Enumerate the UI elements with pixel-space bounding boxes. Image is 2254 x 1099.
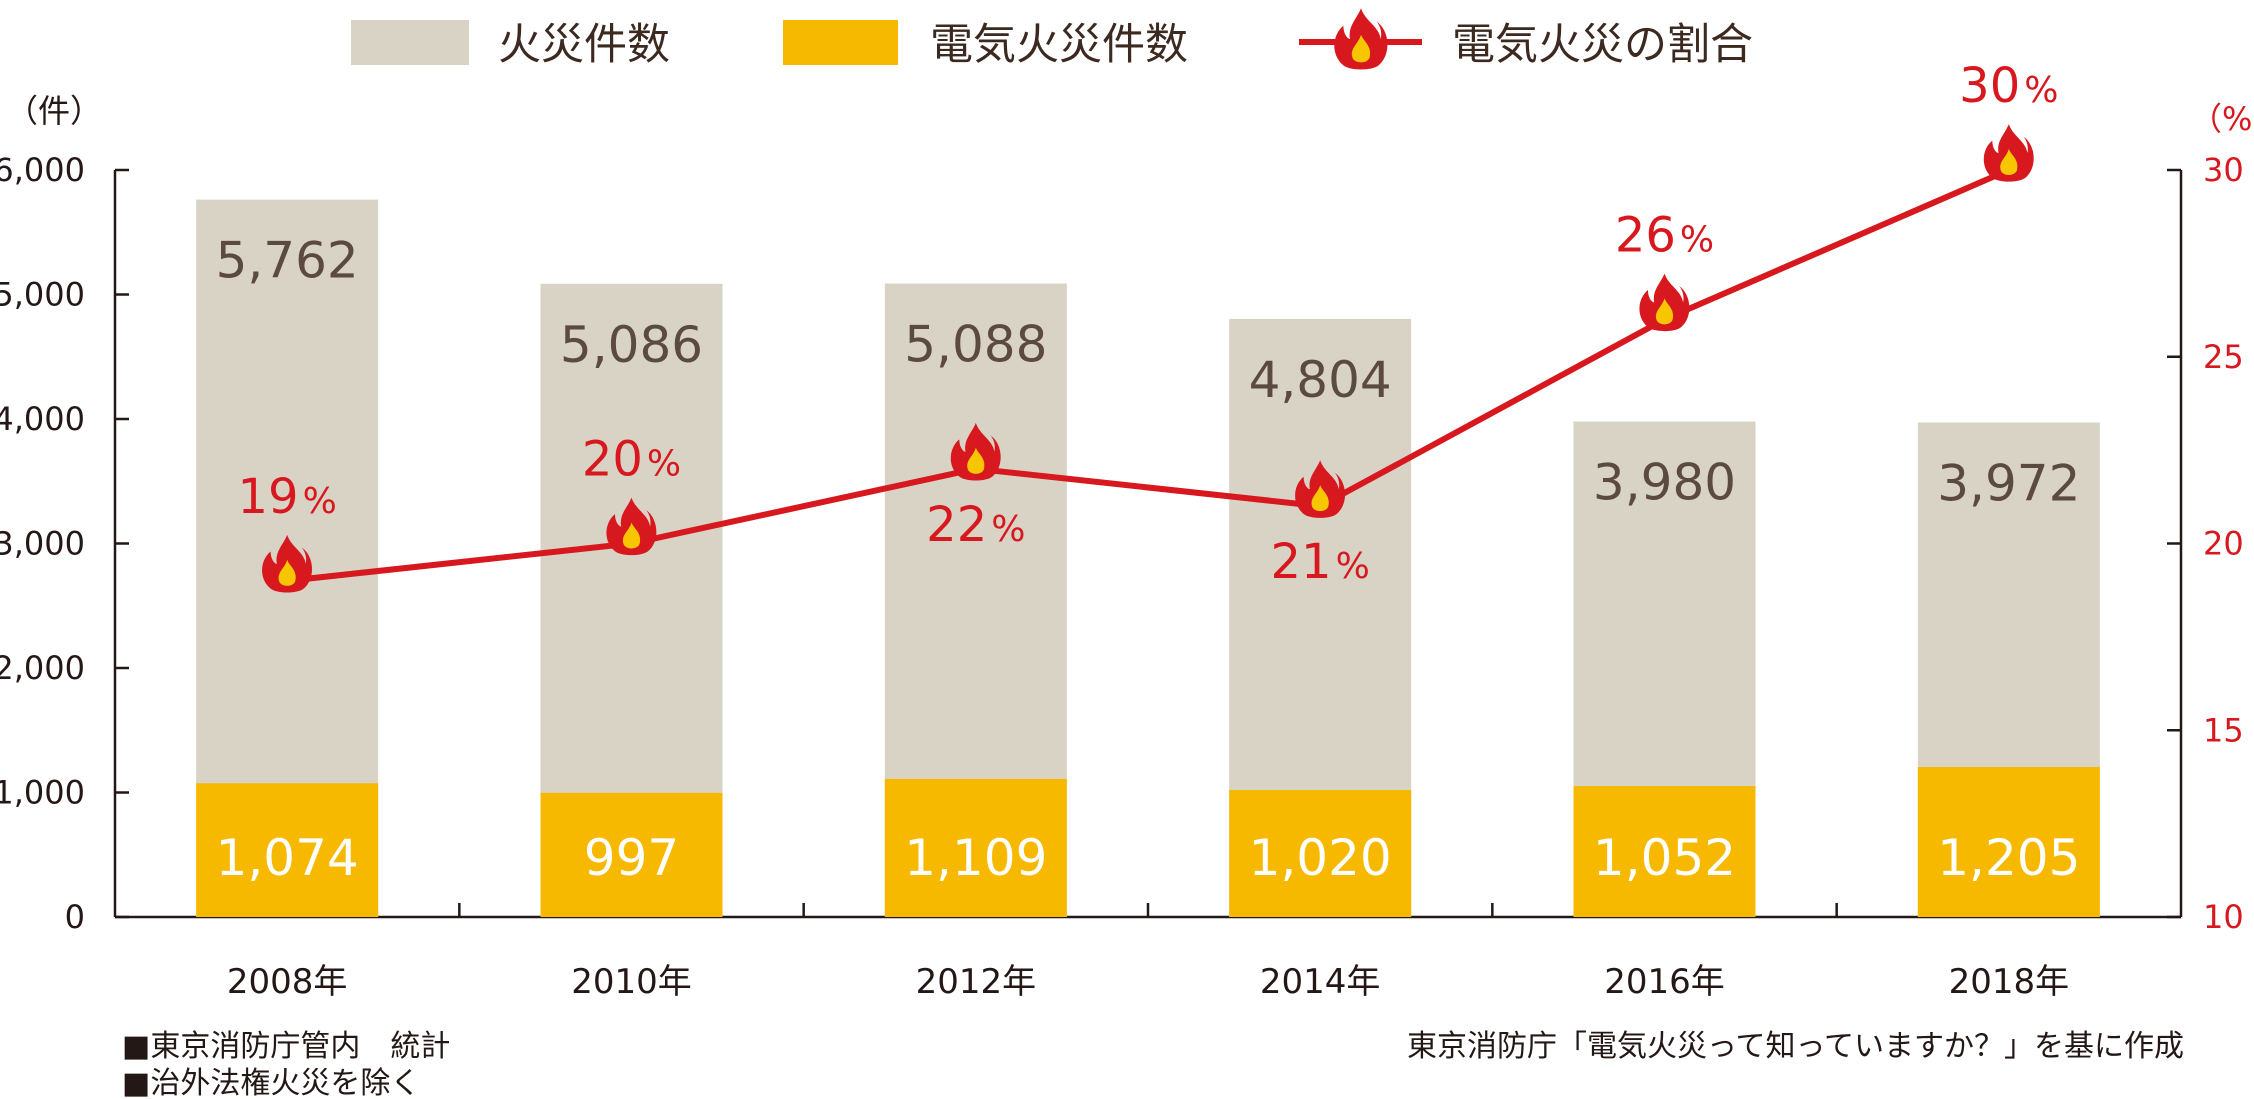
legend-swatch-electric	[783, 20, 898, 65]
left-tick-label: 6,000	[0, 151, 85, 189]
left-tick-label: 4,000	[0, 400, 85, 438]
category-label: 2018年	[1949, 962, 2070, 1002]
left-axis-unit: （件）	[6, 92, 102, 130]
ratio-value: 22	[926, 497, 987, 553]
bar-electric-fires	[884, 778, 1067, 917]
ratio-percent-sign: %	[991, 509, 1025, 550]
right-tick-label: 30	[2203, 151, 2244, 189]
legend-swatch-total	[351, 20, 469, 65]
ratio-label: 20%	[582, 432, 681, 488]
category-labels: 2008年 2010年 2012年 2014年 2016年 2018年	[227, 962, 2069, 1002]
note-left-1: ■東京消防庁管内 統計	[122, 1029, 450, 1064]
total-fires-label: 3,972	[1937, 454, 2080, 512]
left-tick-label: 1,000	[0, 774, 85, 812]
right-tick-label: 15	[2203, 711, 2244, 749]
legend-label-electric: 電気火災件数	[930, 20, 1188, 70]
note-source: 東京消防庁「電気火災って知っていますか？」を基に作成	[1407, 1029, 2184, 1064]
ratio-value: 26	[1615, 207, 1676, 263]
category-label: 2014年	[1260, 962, 1381, 1002]
bar-electric-fires	[1229, 790, 1412, 917]
electric-fires-label: 1,205	[1937, 829, 2080, 887]
flame-icon	[1983, 124, 2034, 182]
legend-flame-icon	[1334, 8, 1388, 70]
electric-fires-label: 1,074	[216, 829, 359, 887]
right-tick-label: 20	[2203, 525, 2244, 563]
legend-label-ratio: 電気火災の割合	[1452, 20, 1753, 70]
ratio-value: 19	[238, 469, 299, 525]
ratio-line: 19 %20 %22 %21 %26 %30%	[238, 58, 2058, 593]
ratio-percent-sign: %	[1680, 219, 1714, 260]
ratio-polyline	[286, 167, 2011, 584]
total-fires-label: 4,804	[1249, 351, 1392, 409]
ratio-value: 30	[1959, 58, 2020, 114]
electric-fires-label: 1,020	[1249, 829, 1392, 887]
x-axis-ticks	[458, 903, 1838, 917]
left-tick-label: 5,000	[0, 276, 85, 314]
ratio-label: 26%	[1615, 207, 1714, 263]
right-axis-unit: （%）	[2190, 100, 2254, 138]
ratio-percent-sign: %	[1336, 546, 1370, 587]
left-tick-label: 3,000	[0, 525, 85, 563]
category-label: 2012年	[916, 962, 1037, 1002]
right-axis-ticks: 10 15 20 25 30	[2167, 151, 2244, 936]
left-axis-ticks: 0 1,000 2,000 3,000 4,000 5,000 6,000	[0, 151, 129, 936]
bar-electric-fires	[540, 792, 723, 917]
left-tick-label: 0	[65, 898, 85, 936]
bars: 5,762 1,074 5,086 997 5,088 1,109 4,804 1,020 3,…	[196, 199, 2100, 918]
note-left-2: ■治外法権火災を除く	[122, 1066, 420, 1099]
bar-electric-fires	[1917, 766, 2100, 917]
right-tick-label: 25	[2203, 338, 2244, 376]
axes	[113, 170, 2183, 919]
ratio-percent-sign: %	[647, 444, 681, 485]
total-fires-label: 3,980	[1593, 453, 1736, 511]
legend-label-total: 火災件数	[498, 20, 670, 70]
ratio-value: 20	[582, 432, 643, 488]
ratio-label: 21%	[1271, 534, 1370, 590]
electric-fires-label: 1,109	[904, 829, 1047, 887]
total-fires-label: 5,762	[216, 232, 359, 290]
category-label: 2008年	[227, 962, 348, 1002]
legend: 火災件数 電気火災件数 電気火災の割合	[351, 8, 1753, 70]
bar-electric-fires	[196, 783, 379, 917]
flame-icon	[1639, 273, 1690, 332]
right-tick-label: 10	[2203, 898, 2244, 936]
ratio-percent-sign: %	[303, 481, 337, 522]
total-fires-label: 5,086	[560, 316, 703, 374]
category-label: 2010年	[571, 962, 692, 1002]
electric-fires-label: 1,052	[1593, 829, 1736, 887]
notes: ■東京消防庁管内 統計 ■治外法権火災を除く 東京消防庁「電気火災って知っていま…	[122, 1029, 2184, 1099]
left-tick-label: 2,000	[0, 649, 85, 687]
category-label: 2016年	[1604, 962, 1725, 1002]
ratio-label: 22%	[926, 497, 1025, 553]
bar-electric-fires	[1573, 786, 1756, 917]
electric-fires-label: 997	[584, 829, 679, 887]
ratio-value: 21	[1271, 534, 1332, 590]
ratio-label: 30%	[1959, 58, 2058, 114]
total-fires-label: 5,088	[904, 316, 1047, 374]
ratio-percent-sign: %	[2024, 70, 2058, 111]
ratio-label: 19%	[238, 469, 337, 525]
